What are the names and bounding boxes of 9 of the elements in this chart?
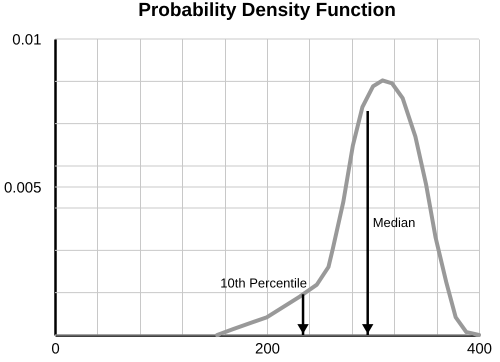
ref-line-label: Median bbox=[372, 215, 416, 230]
x-tick-label: 200 bbox=[254, 340, 280, 358]
y-tick-label: 0.01 bbox=[12, 32, 42, 48]
chart-title: Probability Density Function bbox=[138, 0, 396, 21]
line-series bbox=[215, 78, 481, 337]
x-tick-label: 0 bbox=[51, 340, 60, 358]
x-tick-label: 400 bbox=[466, 340, 492, 358]
ref-line-label: 10th Percentile bbox=[220, 275, 308, 290]
y-tick-label: 0.005 bbox=[4, 180, 42, 196]
